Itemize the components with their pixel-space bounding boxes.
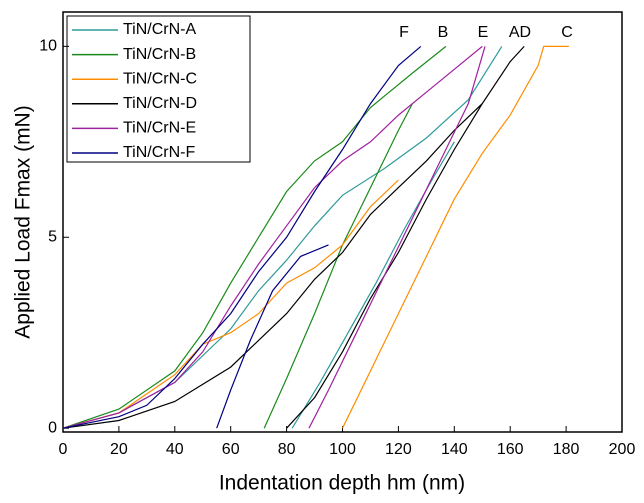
- y-axis-label: Applied Load Fmax (mN): [12, 105, 35, 338]
- series-line: [62, 45, 486, 429]
- annotation: C: [561, 24, 573, 41]
- x-tick-label: 140: [441, 441, 468, 458]
- annotation: F: [399, 24, 409, 41]
- x-tick-label: 40: [166, 441, 184, 458]
- y-tick-label: 5: [48, 228, 57, 245]
- x-tick-label: 80: [278, 441, 296, 458]
- series-line: [62, 45, 525, 429]
- legend-label: TiN/CrN-A: [123, 21, 197, 38]
- legend-label: TiN/CrN-B: [123, 46, 196, 63]
- annotation: B: [438, 24, 449, 41]
- series-line: [62, 45, 422, 429]
- x-axis-label: Indentation depth hm (nm): [219, 472, 465, 495]
- x-tick-label: 60: [222, 441, 240, 458]
- x-tick-label: 0: [59, 441, 68, 458]
- y-tick-label: 0: [48, 419, 57, 436]
- legend-label: TiN/CrN-D: [123, 95, 197, 112]
- legend-label: TiN/CrN-C: [123, 70, 197, 87]
- x-tick-label: 200: [609, 441, 636, 458]
- x-tick-label: 20: [110, 441, 128, 458]
- x-tick-label: 180: [553, 441, 580, 458]
- legend-label: TiN/CrN-E: [123, 120, 196, 137]
- annotation: AD: [509, 24, 531, 41]
- x-tick-label: 100: [329, 441, 356, 458]
- annotation: E: [478, 24, 489, 41]
- y-tick-label: 10: [39, 38, 57, 55]
- legend-label: TiN/CrN-F: [123, 144, 196, 161]
- legend-box: [66, 15, 251, 163]
- series-line: [62, 45, 569, 429]
- x-tick-label: 120: [385, 441, 412, 458]
- x-tick-label: 160: [497, 441, 524, 458]
